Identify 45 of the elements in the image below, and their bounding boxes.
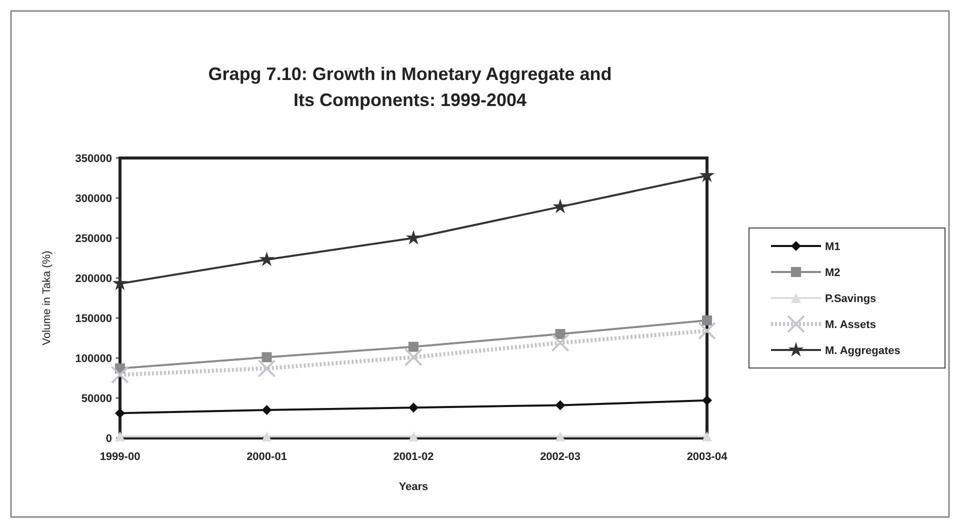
y-tick-label: 250000 [75, 232, 112, 245]
point [259, 252, 274, 266]
y-tick-label: 200000 [75, 272, 112, 285]
y-tick-label: 0 [106, 432, 112, 445]
point [404, 348, 422, 366]
x-tick-label: 2002-03 [540, 451, 580, 463]
y-tick-label: 300000 [75, 192, 112, 205]
point [702, 431, 712, 442]
point [111, 366, 129, 384]
point [262, 431, 272, 442]
point [406, 230, 422, 244]
point [699, 168, 715, 182]
point [408, 431, 418, 442]
x-tick-label: 2000-01 [246, 451, 287, 463]
point [115, 408, 125, 418]
legend-label: M. Aggregates [825, 344, 900, 357]
legend-label: M. Assets [825, 318, 876, 331]
x-axis-title: Years [398, 481, 428, 493]
legend-label: P.Savings [825, 292, 876, 305]
point [702, 315, 712, 326]
legend-label: M2 [825, 266, 840, 279]
point [262, 352, 272, 362]
point [408, 342, 418, 352]
point [551, 334, 570, 352]
point [408, 402, 418, 413]
point [698, 322, 716, 340]
point [552, 198, 568, 214]
legend-label: M1 [825, 240, 840, 253]
y-tick-label: 50000 [81, 392, 112, 405]
point [702, 395, 712, 406]
point [262, 405, 272, 415]
x-tick-label: 2001-02 [393, 451, 434, 463]
point [258, 359, 276, 378]
x-tick-label: 2003-04 [686, 451, 728, 463]
point [115, 431, 125, 442]
x-tick-label: 1999-00 [100, 451, 140, 463]
chart-title: Grapg 7.10: Growth in Monetary Aggregate and Its Components: 1999-2004 [208, 64, 612, 110]
point [555, 400, 566, 410]
point [555, 329, 566, 339]
y-tick-label: 350000 [75, 152, 112, 165]
point [112, 276, 128, 290]
point [555, 431, 566, 442]
y-tick-label: 100000 [75, 352, 112, 365]
y-axis-title: Volume in Taka (%) [41, 250, 53, 346]
y-tick-label: 150000 [75, 312, 112, 325]
